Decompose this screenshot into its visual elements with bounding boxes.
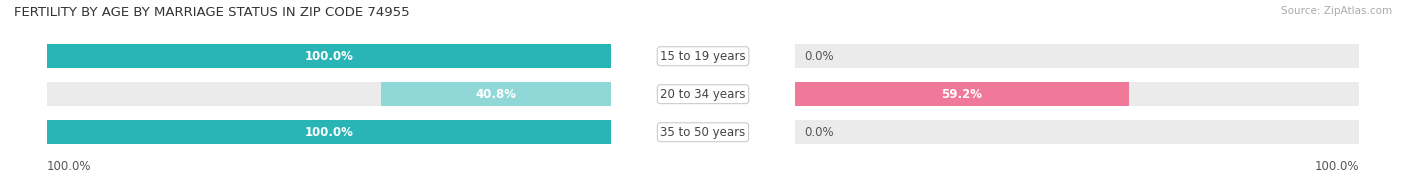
Text: Source: ZipAtlas.com: Source: ZipAtlas.com bbox=[1281, 6, 1392, 16]
Text: 35 to 50 years: 35 to 50 years bbox=[661, 126, 745, 139]
Bar bbox=[794, 44, 1360, 68]
Text: 0.0%: 0.0% bbox=[804, 126, 834, 139]
Text: 100.0%: 100.0% bbox=[46, 160, 91, 173]
Text: 100.0%: 100.0% bbox=[305, 50, 353, 63]
Text: 40.8%: 40.8% bbox=[475, 88, 516, 101]
Bar bbox=[46, 82, 612, 106]
Text: 15 to 19 years: 15 to 19 years bbox=[661, 50, 745, 63]
Text: 100.0%: 100.0% bbox=[1315, 160, 1360, 173]
Text: FERTILITY BY AGE BY MARRIAGE STATUS IN ZIP CODE 74955: FERTILITY BY AGE BY MARRIAGE STATUS IN Z… bbox=[14, 6, 409, 19]
Bar bbox=[46, 120, 612, 144]
Bar bbox=[794, 82, 1129, 106]
Bar bbox=[46, 44, 612, 68]
Text: 0.0%: 0.0% bbox=[804, 50, 834, 63]
Text: 100.0%: 100.0% bbox=[305, 126, 353, 139]
Bar bbox=[381, 82, 612, 106]
Bar bbox=[794, 120, 1360, 144]
Text: 59.2%: 59.2% bbox=[942, 88, 983, 101]
Bar bbox=[46, 120, 612, 144]
Bar bbox=[794, 82, 1360, 106]
Text: 20 to 34 years: 20 to 34 years bbox=[661, 88, 745, 101]
Bar bbox=[46, 44, 612, 68]
